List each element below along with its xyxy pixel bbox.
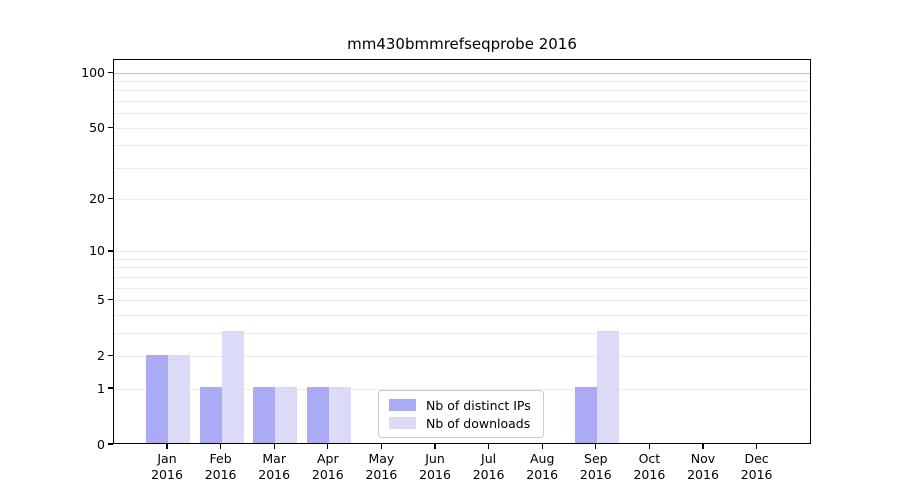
x-tick-mark-jun bbox=[434, 444, 436, 449]
x-tick-mark-dec bbox=[755, 444, 758, 449]
y-tick-mark-2 bbox=[108, 354, 113, 357]
bar-downloads-apr bbox=[328, 387, 351, 443]
y-tick-label-50: 50 bbox=[89, 119, 105, 135]
bar-distinct-ips-mar bbox=[253, 387, 276, 443]
plot-area bbox=[113, 59, 811, 444]
x-tick-label-mar: Mar 2016 bbox=[258, 451, 291, 482]
x-tick-label-jun: Jun 2016 bbox=[419, 451, 451, 482]
gridline-20 bbox=[114, 199, 810, 201]
y-tick-mark-20 bbox=[108, 198, 113, 200]
bar-distinct-ips-feb bbox=[199, 387, 222, 443]
x-tick-label-nov: Nov 2016 bbox=[687, 451, 719, 482]
legend-label-distinct-ips: Nb of distinct IPs bbox=[426, 397, 531, 413]
chart-title: mm430bmmrefseqprobe 2016 bbox=[347, 35, 577, 53]
y-tick-mark-100 bbox=[108, 71, 113, 73]
x-tick-mark-apr bbox=[327, 444, 329, 449]
y-tick-label-100: 100 bbox=[81, 64, 105, 80]
bar-distinct-ips-apr bbox=[306, 387, 329, 443]
legend: Nb of distinct IPs Nb of downloads bbox=[378, 390, 544, 438]
gridline-6 bbox=[114, 287, 810, 289]
x-tick-label-may: May 2016 bbox=[365, 451, 398, 482]
x-tick-label-oct: Oct 2016 bbox=[633, 451, 666, 482]
x-tick-mark-feb bbox=[219, 444, 222, 449]
x-tick-mark-may bbox=[380, 444, 383, 449]
x-tick-label-dec: Dec 2016 bbox=[740, 451, 773, 482]
x-tick-mark-jan bbox=[166, 444, 168, 449]
bar-downloads-feb bbox=[221, 331, 244, 443]
legend-swatch-downloads bbox=[389, 417, 416, 429]
x-tick-label-jan: Jan 2016 bbox=[151, 451, 183, 482]
x-tick-mark-jul bbox=[487, 444, 490, 449]
x-tick-label-aug: Aug 2016 bbox=[526, 451, 559, 482]
x-tick-mark-nov bbox=[702, 444, 704, 449]
y-tick-label-0: 0 bbox=[97, 436, 105, 452]
bar-distinct-ips-sep bbox=[574, 387, 597, 443]
gridline-60 bbox=[114, 113, 810, 115]
gridline-100 bbox=[114, 72, 810, 74]
legend-item-distinct-ips: Nb of distinct IPs bbox=[389, 398, 535, 413]
y-tick-mark-10 bbox=[108, 250, 113, 252]
bar-downloads-sep bbox=[596, 331, 619, 443]
gridline-90 bbox=[114, 81, 810, 83]
y-tick-mark-1 bbox=[108, 387, 113, 389]
gridline-9 bbox=[114, 259, 810, 260]
gridline-2 bbox=[114, 355, 810, 357]
bar-downloads-jan bbox=[168, 354, 190, 443]
gridline-1 bbox=[114, 388, 810, 390]
y-tick-label-1: 1 bbox=[97, 380, 105, 396]
legend-item-downloads: Nb of downloads bbox=[389, 416, 535, 431]
gridline-50 bbox=[114, 127, 810, 129]
gridline-3 bbox=[114, 332, 810, 334]
gridline-7 bbox=[114, 276, 810, 278]
bar-layer bbox=[114, 60, 810, 443]
gridline-10 bbox=[114, 251, 810, 253]
x-tick-mark-sep bbox=[595, 444, 597, 449]
gridline-40 bbox=[114, 145, 810, 147]
y-tick-mark-0 bbox=[108, 443, 113, 445]
legend-label-downloads: Nb of downloads bbox=[426, 415, 531, 431]
bar-distinct-ips-jan bbox=[146, 354, 168, 443]
gridline-5 bbox=[114, 300, 810, 302]
gridline-30 bbox=[114, 167, 810, 169]
x-tick-mark-mar bbox=[273, 444, 275, 449]
legend-swatch-distinct-ips bbox=[389, 399, 416, 411]
x-tick-label-apr: Apr 2016 bbox=[311, 451, 344, 482]
gridline-80 bbox=[114, 90, 810, 92]
x-tick-mark-oct bbox=[648, 444, 651, 449]
y-tick-label-2: 2 bbox=[97, 347, 105, 363]
y-tick-label-20: 20 bbox=[89, 191, 105, 207]
x-tick-label-jul: Jul 2016 bbox=[472, 451, 505, 482]
y-tick-mark-5 bbox=[108, 298, 113, 301]
grid-layer bbox=[114, 60, 810, 443]
x-tick-label-feb: Feb 2016 bbox=[204, 451, 237, 482]
y-tick-label-5: 5 bbox=[97, 292, 105, 308]
gridline-70 bbox=[114, 101, 810, 103]
x-tick-label-sep: Sep 2016 bbox=[579, 451, 612, 482]
gridline-4 bbox=[114, 314, 810, 316]
x-tick-mark-aug bbox=[541, 444, 543, 449]
gridline-8 bbox=[114, 267, 810, 269]
y-tick-label-10: 10 bbox=[89, 243, 105, 259]
y-tick-mark-50 bbox=[108, 126, 113, 128]
bar-downloads-mar bbox=[275, 387, 298, 443]
